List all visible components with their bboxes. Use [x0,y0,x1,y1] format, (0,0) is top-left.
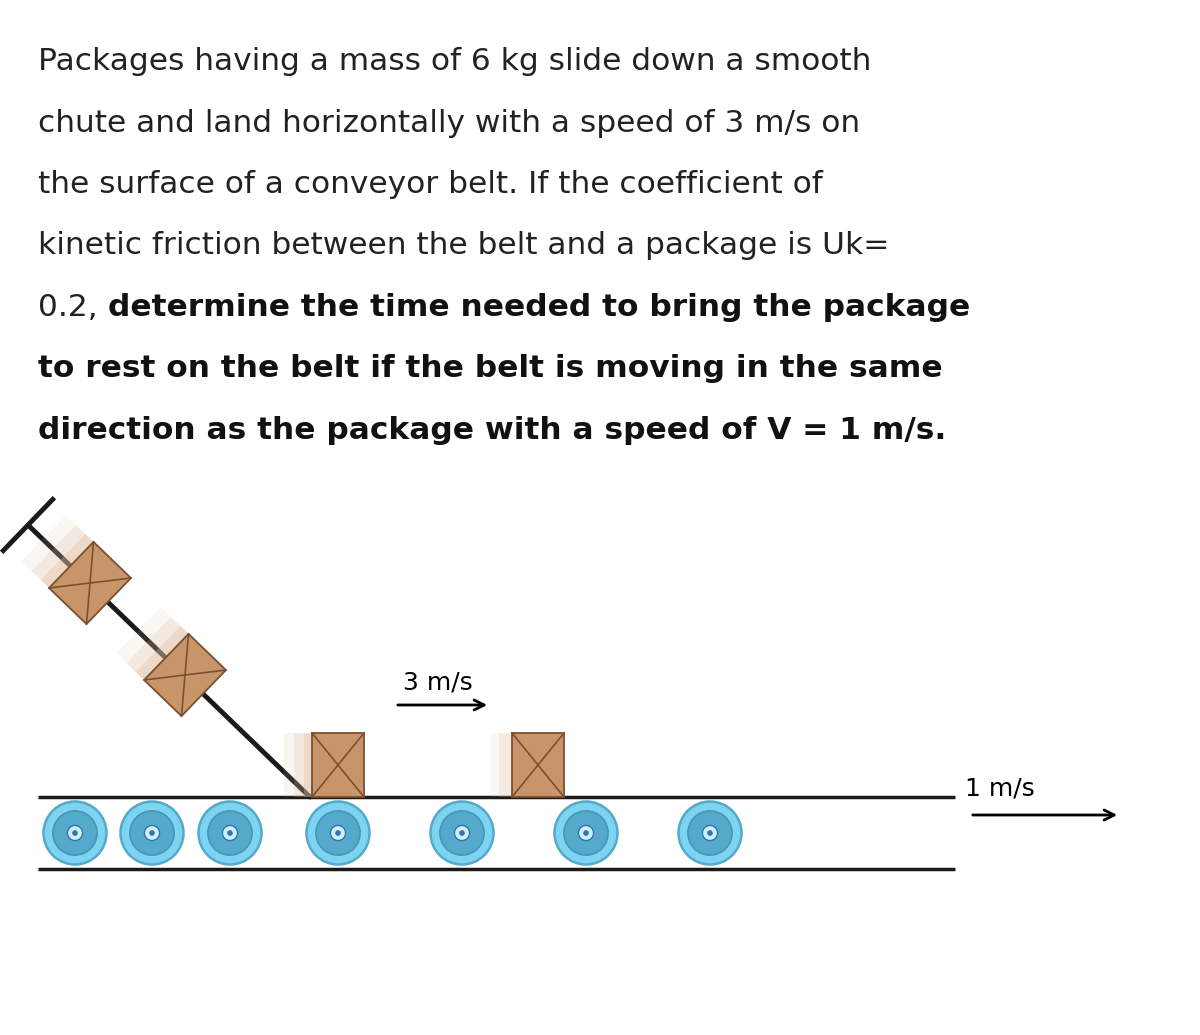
Circle shape [678,801,742,864]
Bar [512,733,564,797]
Circle shape [208,811,252,855]
Polygon shape [136,626,217,708]
Circle shape [53,811,97,855]
Circle shape [583,830,589,836]
Circle shape [330,826,346,840]
Polygon shape [31,525,114,608]
Circle shape [67,826,83,840]
Circle shape [72,830,78,836]
Circle shape [335,830,341,836]
Circle shape [306,801,370,864]
Text: Packages having a mass of 6 kg slide down a smooth: Packages having a mass of 6 kg slide dow… [38,47,871,76]
Circle shape [702,826,718,840]
Circle shape [120,801,184,864]
Bar [304,733,355,797]
Circle shape [130,811,174,855]
Circle shape [43,801,107,864]
Polygon shape [49,542,131,624]
Text: chute and land horizontally with a speed of 3 m/s on: chute and land horizontally with a speed… [38,109,860,138]
Polygon shape [116,608,198,689]
Bar [499,733,551,797]
Circle shape [564,811,608,855]
Bar [312,733,364,797]
Circle shape [316,811,360,855]
Circle shape [144,826,160,840]
Text: the surface of a conveyor belt. If the coefficient of: the surface of a conveyor belt. If the c… [38,170,823,199]
Bar [284,733,336,797]
Circle shape [460,830,464,836]
Circle shape [554,801,618,864]
Text: 1 m/s: 1 m/s [965,777,1034,801]
Polygon shape [126,617,209,700]
Text: direction as the package with a speed of V = 1 m/s.: direction as the package with a speed of… [38,416,947,445]
Polygon shape [144,633,226,716]
Text: 3 m/s: 3 m/s [403,671,473,694]
Circle shape [455,826,469,840]
Circle shape [688,811,732,855]
Circle shape [707,830,713,836]
Text: to rest on the belt if the belt is moving in the same: to rest on the belt if the belt is movin… [38,355,943,384]
Circle shape [222,826,238,840]
Bar [294,733,347,797]
Polygon shape [22,515,103,597]
Circle shape [431,801,493,864]
Circle shape [149,830,155,836]
Text: determine the time needed to bring the package: determine the time needed to bring the p… [108,293,970,322]
Text: 0.2,: 0.2, [38,293,108,322]
Circle shape [227,830,233,836]
Circle shape [440,811,484,855]
Bar [491,733,544,797]
Text: kinetic friction between the belt and a package is Uk=: kinetic friction between the belt and a … [38,232,889,261]
Polygon shape [41,534,122,616]
Circle shape [578,826,594,840]
Circle shape [198,801,262,864]
